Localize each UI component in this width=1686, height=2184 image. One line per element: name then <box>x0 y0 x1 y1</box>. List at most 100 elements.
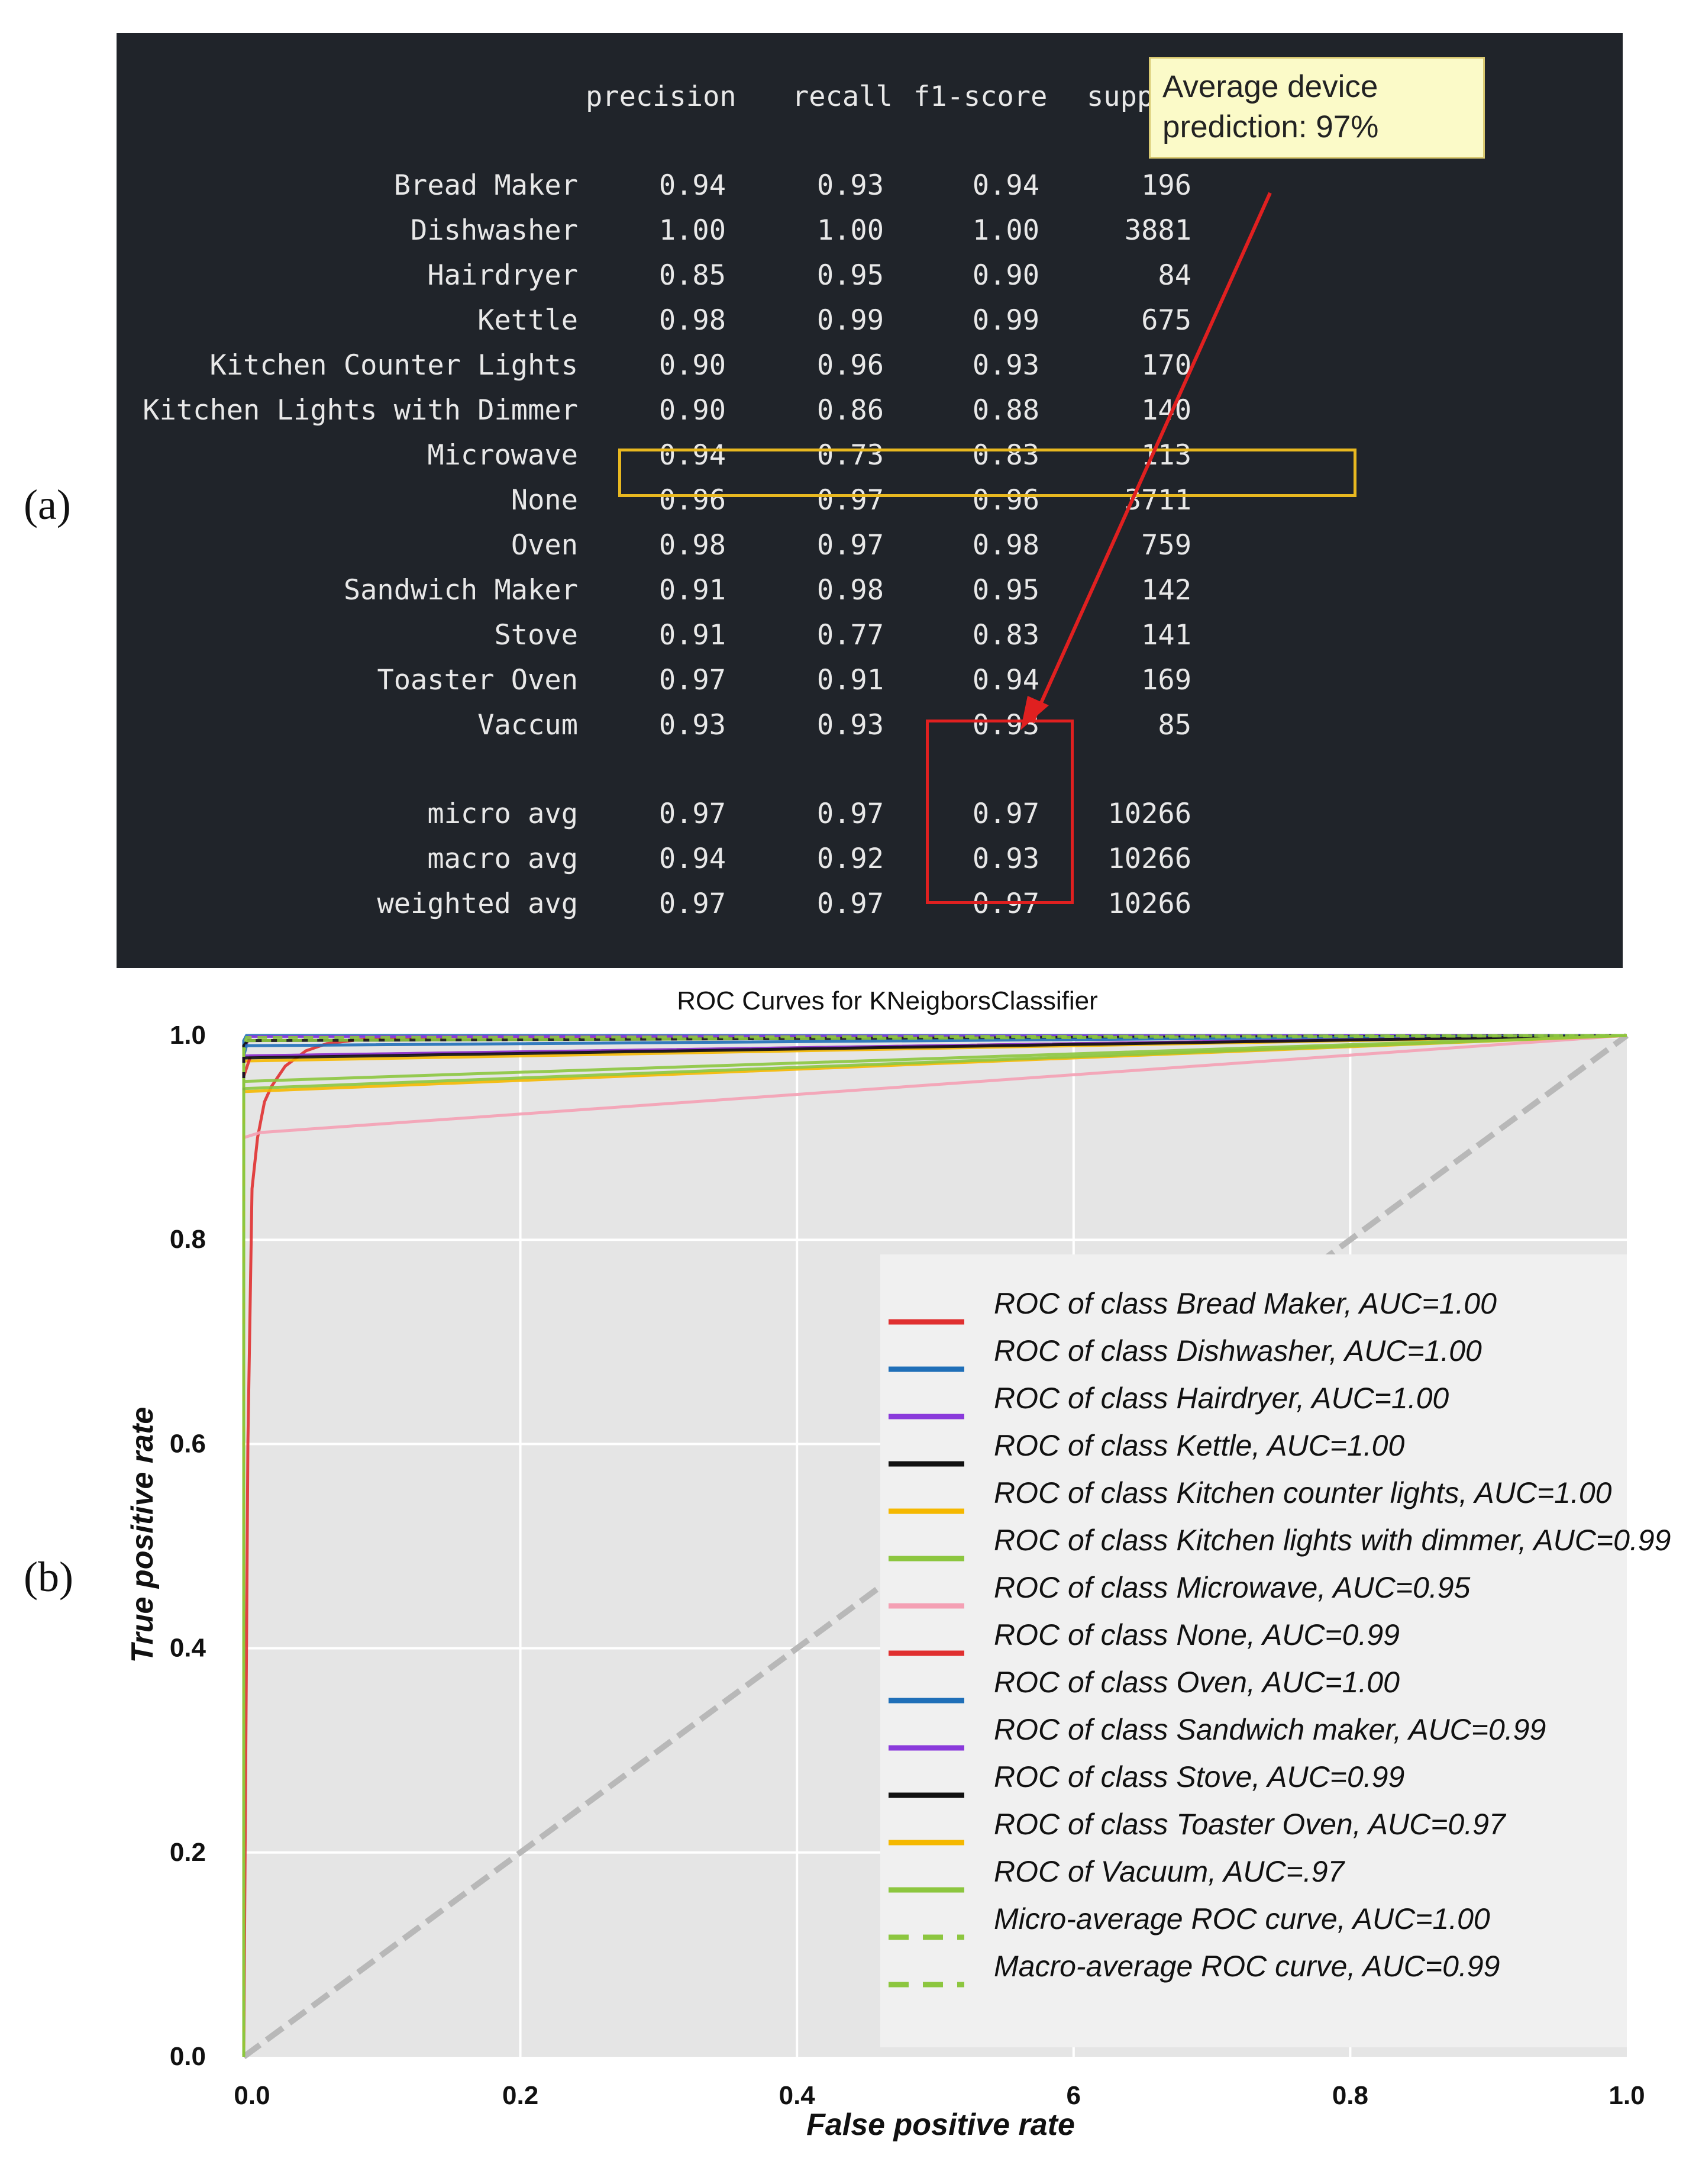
class-row-recall: 0.96 <box>816 349 884 382</box>
class-row-recall: 0.97 <box>816 529 884 562</box>
panel-label-b: (b) <box>24 1553 73 1601</box>
legend-entry: ROC of class Toaster Oven, AUC=0.97 <box>994 1808 1507 1841</box>
class-row-recall: 0.99 <box>816 304 884 337</box>
header-precision: precision <box>586 80 737 113</box>
class-row-label: Oven <box>511 529 578 562</box>
y-tick-label: 0.6 <box>170 1429 206 1458</box>
avg-row-precision: 0.94 <box>658 843 726 875</box>
class-row-precision: 0.85 <box>658 259 726 292</box>
class-row-support: 170 <box>1141 349 1191 382</box>
class-row-precision: 0.91 <box>658 619 726 651</box>
class-row-recall: 0.73 <box>816 439 884 472</box>
class-row-recall: 0.86 <box>816 394 884 427</box>
avg-row-recall: 0.97 <box>816 888 884 920</box>
class-row-recall: 0.77 <box>816 619 884 651</box>
class-row-support: 85 <box>1158 709 1191 741</box>
legend-entry: ROC of class Stove, AUC=0.99 <box>994 1760 1404 1793</box>
class-row-support: 84 <box>1158 259 1191 292</box>
class-row-f1: 0.83 <box>972 439 1039 472</box>
class-row-label: Microwave <box>427 439 578 472</box>
class-row-precision: 0.91 <box>658 574 726 607</box>
y-tick-label: 0.8 <box>170 1225 206 1254</box>
class-row-recall: 0.91 <box>816 664 884 696</box>
legend-entry: ROC of class Oven, AUC=1.00 <box>994 1666 1400 1699</box>
header-f1: f1-score <box>913 80 1048 113</box>
class-row-f1: 0.94 <box>972 169 1039 202</box>
avg-row-label: macro avg <box>427 843 578 875</box>
class-row-f1: 0.95 <box>972 574 1039 607</box>
class-row-precision: 0.98 <box>658 529 726 562</box>
class-row-recall: 0.95 <box>816 259 884 292</box>
legend-entry: Micro-average ROC curve, AUC=1.00 <box>994 1902 1490 1935</box>
roc-curve <box>242 1034 1627 2057</box>
x-tick-label: 0.2 <box>502 2081 538 2110</box>
panel-label-a: (a) <box>24 481 71 528</box>
class-row-f1: 0.98 <box>972 529 1039 562</box>
class-row-label: Vaccum <box>477 709 578 741</box>
class-row-precision: 0.90 <box>658 349 726 382</box>
roc-curve <box>242 1034 1627 2057</box>
legend-entry: ROC of class None, AUC=0.99 <box>994 1618 1400 1651</box>
class-row-support: 3881 <box>1124 214 1191 247</box>
class-row-f1: 0.99 <box>972 304 1039 337</box>
x-tick-label: 0.0 <box>234 2081 270 2110</box>
class-row-label: Toaster Oven <box>377 664 578 696</box>
class-row-label: Bread Maker <box>393 169 578 202</box>
class-row-recall: 0.97 <box>816 484 884 517</box>
class-row-label: Kettle <box>477 304 578 337</box>
header-recall: recall <box>792 80 893 113</box>
class-row-precision: 0.96 <box>658 484 726 517</box>
class-row-recall: 0.93 <box>816 709 884 741</box>
avg-row-support: 10266 <box>1107 888 1191 920</box>
avg-row-f1: 0.93 <box>972 843 1039 875</box>
avg-row-recall: 0.97 <box>816 798 884 830</box>
class-row-label: Kitchen Counter Lights <box>209 349 578 382</box>
class-row-precision: 0.97 <box>658 664 726 696</box>
legend-entry: ROC of class Kettle, AUC=1.00 <box>994 1429 1404 1462</box>
avg-row-precision: 0.97 <box>658 798 726 830</box>
class-row-f1: 0.94 <box>972 664 1039 696</box>
legend-entry: ROC of class Sandwich maker, AUC=0.99 <box>994 1713 1546 1746</box>
avg-row-label: micro avg <box>427 798 578 830</box>
legend-entry: ROC of class Kitchen counter lights, AUC… <box>994 1476 1612 1509</box>
class-row-label: Dishwasher <box>411 214 578 247</box>
class-row-label: Sandwich Maker <box>343 574 578 607</box>
avg-row-recall: 0.92 <box>816 843 884 875</box>
y-tick-label: 0.4 <box>170 1634 206 1663</box>
class-row-precision: 0.90 <box>658 394 726 427</box>
legend-entry: ROC of class Dishwasher, AUC=1.00 <box>994 1334 1482 1367</box>
class-row-f1: 0.88 <box>972 394 1039 427</box>
class-row-f1: 1.00 <box>972 214 1039 247</box>
class-row-recall: 0.98 <box>816 574 884 607</box>
class-row-label: Kitchen Lights with Dimmer <box>143 394 578 427</box>
class-row-precision: 0.93 <box>658 709 726 741</box>
class-row-precision: 1.00 <box>658 214 726 247</box>
x-tick-label: 1.0 <box>1609 2081 1645 2110</box>
roc-chart: ROC Curves for KNeigborsClassifier 0.0 0.… <box>125 986 1671 2142</box>
class-row-support: 169 <box>1141 664 1191 696</box>
average-prediction-note: Average device prediction: 97% <box>1149 57 1485 159</box>
legend: ROC of class Bread Maker, AUC=1.00 ROC of… <box>889 1287 1671 1988</box>
y-axis-label: True positive rate <box>125 1407 160 1663</box>
avg-row-support: 10266 <box>1107 798 1191 830</box>
class-row-recall: 1.00 <box>816 214 884 247</box>
roc-curves <box>242 1033 1629 2060</box>
x-axis-ticks: 0.0 0.2 0.4 6 0.8 1.0 <box>234 2081 1645 2110</box>
chart-title: ROC Curves for KNeigborsClassifier <box>677 986 1098 1015</box>
avg-row-support: 10266 <box>1107 843 1191 875</box>
avg-row-label: weighted avg <box>377 888 578 920</box>
y-tick-label: 0.0 <box>170 2042 206 2071</box>
class-row-support: 759 <box>1141 529 1191 562</box>
class-row-precision: 0.94 <box>658 439 726 472</box>
class-row-precision: 0.94 <box>658 169 726 202</box>
class-row-f1: 0.96 <box>972 484 1039 517</box>
legend-entry: ROC of class Kitchen lights with dimmer,… <box>994 1524 1671 1557</box>
y-tick-label: 0.2 <box>170 1838 206 1867</box>
legend-entry: Macro-average ROC curve, AUC=0.99 <box>994 1950 1500 1983</box>
class-row-f1: 0.83 <box>972 619 1039 651</box>
avg-row-f1: 0.97 <box>972 798 1039 830</box>
class-row-precision: 0.98 <box>658 304 726 337</box>
class-row-support: 141 <box>1141 619 1191 651</box>
x-tick-label: 6 <box>1067 2081 1081 2110</box>
class-row-support: 196 <box>1141 169 1191 202</box>
